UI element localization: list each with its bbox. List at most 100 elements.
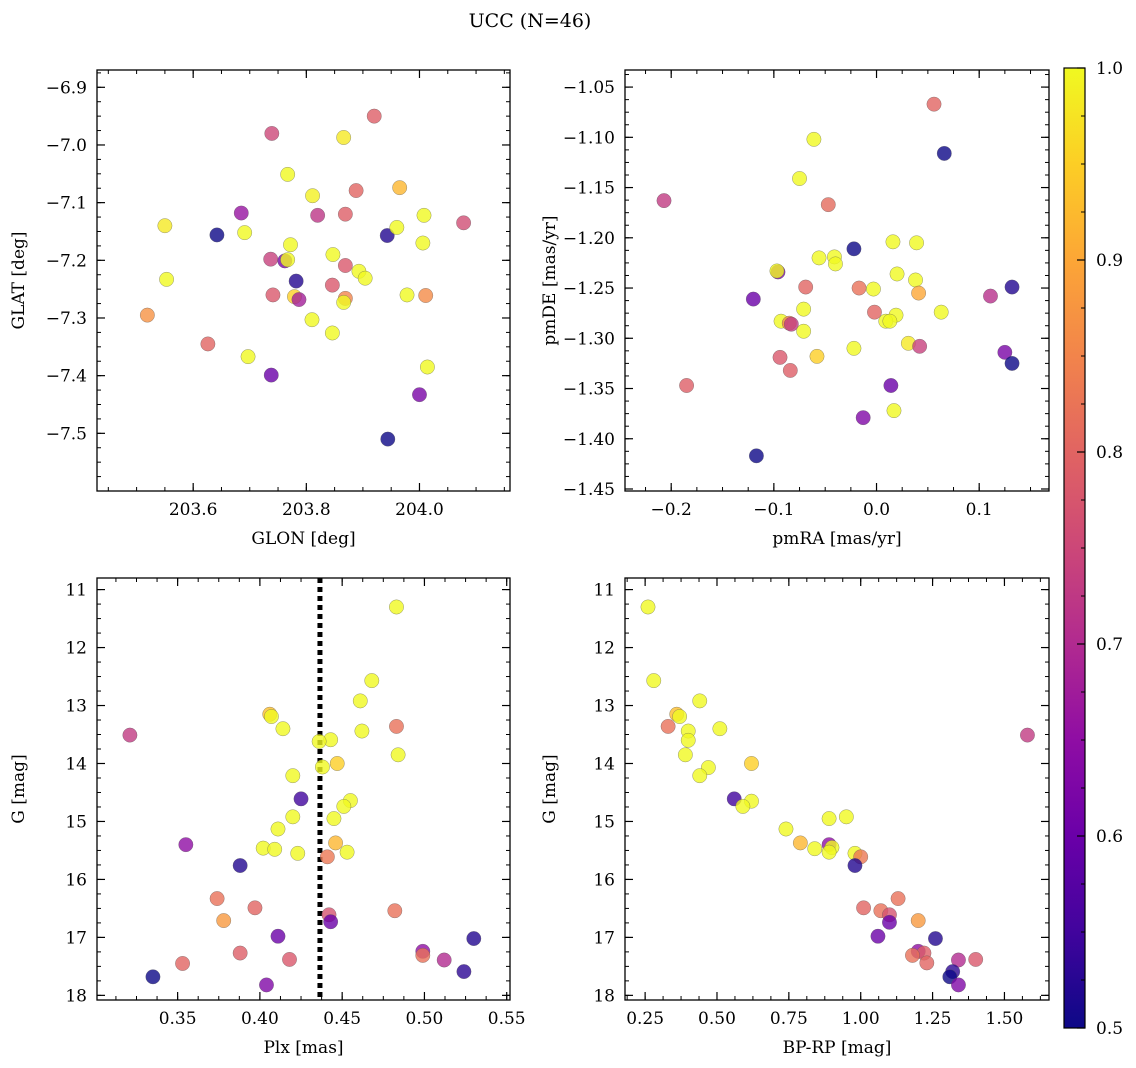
scatter-point xyxy=(1004,355,1020,371)
scatter-point xyxy=(968,951,984,967)
scatter-point xyxy=(867,304,882,320)
scatter-point xyxy=(783,316,799,332)
axis-ticks xyxy=(625,70,1049,491)
scatter-point xyxy=(870,928,886,944)
scatter-point xyxy=(807,841,823,857)
y-tick-label: 17 xyxy=(593,928,615,948)
scatter-point xyxy=(324,325,340,341)
scatter-point xyxy=(838,809,854,825)
scatter-point xyxy=(157,218,173,234)
y-tick-label: 18 xyxy=(65,986,87,1006)
scatter-point xyxy=(908,272,923,288)
scatter-point xyxy=(415,235,431,251)
scatter-point xyxy=(387,903,403,919)
scatter-point xyxy=(336,798,352,814)
scatter-point xyxy=(389,219,405,235)
scatter-point xyxy=(983,288,998,304)
scatter-point xyxy=(209,227,225,243)
y-tick-label: 13 xyxy=(65,697,87,717)
scatter-point xyxy=(392,180,408,196)
scatter-point xyxy=(456,215,472,231)
scatter-point xyxy=(882,313,898,329)
x-tick-label: 203.6 xyxy=(169,500,218,520)
scatter-point xyxy=(290,845,306,861)
y-axis-label: G [mag] xyxy=(540,754,560,823)
colorbar-tick-label: 1.0 xyxy=(1096,59,1123,79)
scatter-point xyxy=(890,891,906,907)
scatter-point xyxy=(846,241,862,257)
scatter-points xyxy=(656,96,1020,464)
y-tick-label: −1.40 xyxy=(563,430,615,450)
scatter-point xyxy=(122,727,138,743)
axis-ticks xyxy=(625,578,1049,1000)
scatter-point xyxy=(466,931,482,947)
scatter-point xyxy=(680,732,696,748)
scatter-point xyxy=(772,349,788,365)
colorbar-tick-label: 0.7 xyxy=(1096,635,1123,655)
scatter-point xyxy=(390,747,406,763)
panel-pmra-pmde: −0.2 −0.1 0.0 0.1 −1.45 −1.40 −1.35 −1.30 −1.25 −… xyxy=(540,69,1050,549)
scatter-point xyxy=(889,266,905,282)
scatter-point xyxy=(796,301,812,317)
scatter-point xyxy=(735,798,751,814)
scatter-point xyxy=(997,344,1013,360)
scatter-point xyxy=(692,693,708,709)
x-tick-label: 0.50 xyxy=(698,1009,736,1029)
x-axis-label: pmRA [mas/yr] xyxy=(772,529,901,549)
scatter-point xyxy=(326,811,342,827)
x-tick-label: 0.0 xyxy=(863,500,890,520)
scatter-point xyxy=(339,844,355,860)
scatter-point xyxy=(679,378,695,393)
scatter-point xyxy=(847,858,863,873)
x-tick-label: 0.45 xyxy=(323,1009,361,1029)
y-tick-label: 16 xyxy=(593,870,615,890)
colorbar-tick-label: 0.6 xyxy=(1096,827,1123,847)
scatter-point xyxy=(910,913,926,929)
x-tick-label: 204.0 xyxy=(395,500,444,520)
scatter-point xyxy=(324,277,340,293)
colorbar: 0.5 0.6 0.7 0.8 0.9 1.0 xyxy=(1063,59,1123,1039)
x-axis-label: GLON [deg] xyxy=(251,529,355,549)
scatter-point xyxy=(178,837,194,853)
y-tick-label: 13 xyxy=(593,697,615,717)
y-tick-label: 14 xyxy=(65,754,87,774)
scatter-point xyxy=(905,947,920,963)
scatter-point xyxy=(796,323,812,339)
scatter-point xyxy=(364,673,380,689)
x-tick-label: 0.1 xyxy=(966,500,993,520)
scatter-point xyxy=(692,768,708,784)
scatter-point xyxy=(267,841,283,857)
scatter-point xyxy=(792,835,808,851)
panel-glon-glat: 203.6 203.8 204.0 −7.5 −7.4 −7.3 −7.2 −7.1 −7.0 −… xyxy=(9,69,511,549)
scatter-point xyxy=(145,969,161,985)
scatter-point xyxy=(769,263,785,279)
y-tick-label: 14 xyxy=(593,754,615,774)
y-tick-label: −1.45 xyxy=(563,480,615,500)
scatter-point xyxy=(216,913,232,929)
scatter-point xyxy=(275,721,291,737)
scatter-point xyxy=(282,951,297,967)
scatter-point xyxy=(240,349,256,365)
scatter-point xyxy=(389,718,404,734)
y-tick-label: −7.4 xyxy=(46,367,87,387)
scatter-point xyxy=(237,225,253,241)
y-tick-label: −1.15 xyxy=(563,179,615,199)
scatter-point xyxy=(337,206,353,222)
scatter-point xyxy=(232,858,248,873)
scatter-point xyxy=(399,287,415,303)
scatter-point xyxy=(323,914,339,930)
scatter-point xyxy=(259,977,274,993)
scatter-point xyxy=(911,285,927,301)
scatter-point xyxy=(745,291,761,307)
scatter-point xyxy=(909,235,925,251)
x-tick-label: 0.35 xyxy=(159,1009,197,1029)
scatter-point xyxy=(380,431,396,447)
scatter-point xyxy=(311,734,327,749)
axis-ticks xyxy=(97,578,510,1000)
scatter-point xyxy=(352,693,368,709)
axis-ticks xyxy=(97,70,510,492)
scatter-point xyxy=(348,183,364,198)
colorbar-tick-label: 0.8 xyxy=(1096,443,1123,463)
scatter-point xyxy=(288,273,304,289)
scatter-point xyxy=(285,768,301,784)
